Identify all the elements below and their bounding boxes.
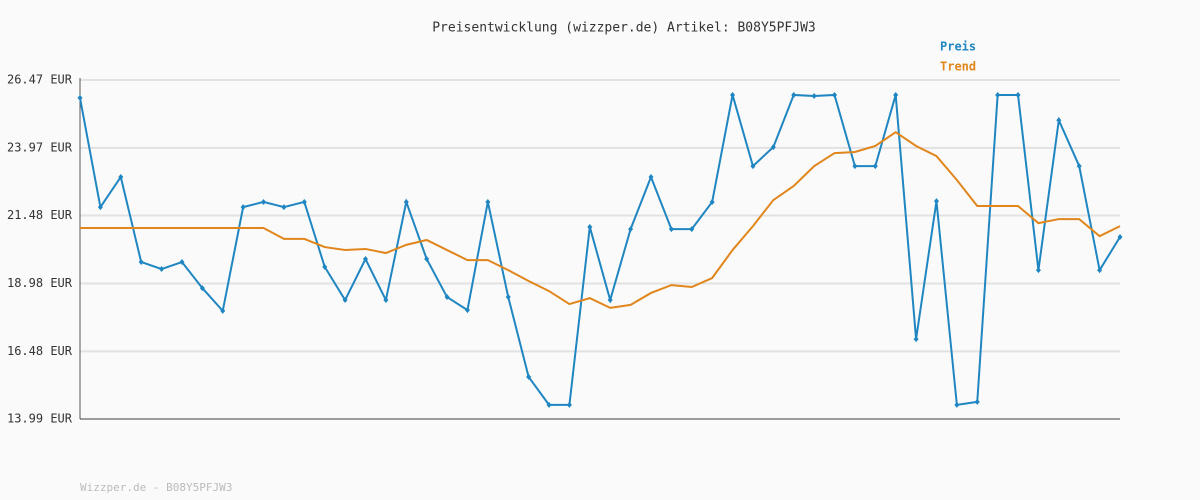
point-marker — [1076, 163, 1082, 170]
point-marker — [444, 294, 450, 301]
point-marker — [566, 401, 572, 408]
y-tick-label: 16.48 EUR — [7, 344, 73, 358]
point-marker — [118, 173, 124, 180]
point-marker — [526, 373, 532, 380]
point-marker — [811, 93, 817, 100]
point-marker — [97, 204, 103, 211]
point-marker — [628, 226, 634, 233]
point-marker — [179, 258, 185, 265]
point-marker — [220, 307, 226, 314]
point-marker — [607, 297, 613, 304]
legend-label: Preis — [940, 40, 976, 54]
point-marker — [159, 266, 165, 273]
point-marker — [464, 307, 470, 314]
point-marker — [832, 91, 838, 98]
legend-label: Trend — [940, 60, 976, 74]
point-marker — [424, 256, 430, 263]
point-marker — [505, 294, 511, 301]
point-marker — [383, 297, 389, 304]
point-marker — [138, 258, 144, 265]
point-marker — [933, 198, 939, 205]
point-marker — [77, 94, 83, 101]
point-marker — [342, 297, 348, 304]
point-marker — [1056, 117, 1062, 124]
point-marker — [730, 91, 736, 98]
point-marker — [954, 401, 960, 408]
point-marker — [893, 91, 899, 98]
point-marker — [546, 401, 552, 408]
point-marker — [1015, 91, 1021, 98]
point-marker — [362, 256, 368, 263]
point-marker — [648, 173, 654, 180]
point-marker — [770, 144, 776, 151]
y-tick-label: 21.48 EUR — [7, 208, 73, 222]
point-marker — [872, 163, 878, 170]
point-marker — [852, 163, 858, 170]
point-marker — [261, 198, 267, 205]
point-marker — [199, 285, 205, 292]
point-marker — [1117, 234, 1123, 241]
point-marker — [668, 226, 674, 233]
point-marker — [240, 204, 246, 211]
footer: Wizzper.de - B08Y5PFJW3 — [80, 481, 232, 494]
point-marker — [485, 198, 491, 205]
point-marker — [403, 198, 409, 205]
point-marker — [689, 226, 695, 233]
point-marker — [322, 263, 328, 270]
point-marker — [1035, 267, 1041, 274]
point-marker — [995, 91, 1001, 98]
series-line — [80, 130, 1121, 309]
chart-title: Preisentwicklung (wizzper.de) Artikel: B… — [432, 21, 816, 36]
y-tick-label: 13.99 EUR — [7, 412, 73, 426]
y-tick-label: 26.47 EUR — [7, 73, 73, 87]
point-marker — [791, 91, 797, 98]
point-marker — [587, 223, 593, 230]
y-tick-label: 23.97 EUR — [7, 140, 73, 154]
point-marker — [281, 204, 287, 211]
series-line — [79, 93, 1121, 407]
point-marker — [1097, 267, 1103, 274]
y-tick-label: 18.98 EUR — [7, 276, 73, 290]
point-marker — [750, 163, 756, 170]
point-marker — [301, 198, 307, 205]
point-marker — [709, 198, 715, 205]
point-marker — [974, 398, 980, 405]
point-marker — [913, 336, 919, 343]
